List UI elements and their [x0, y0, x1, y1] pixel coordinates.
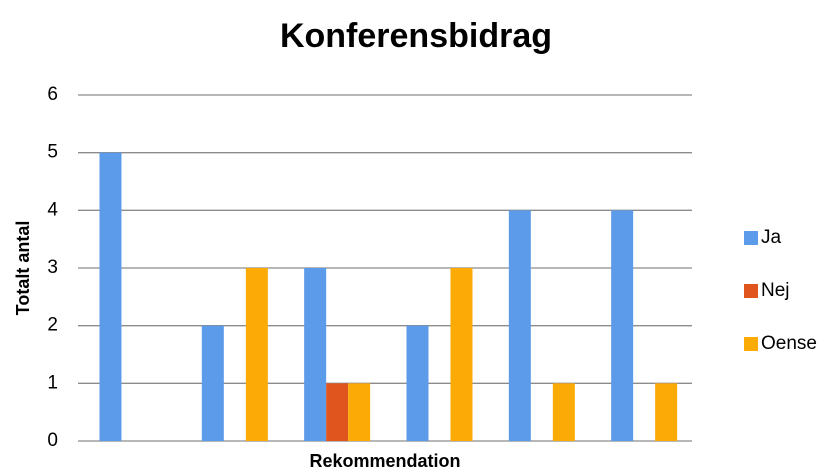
bar: [326, 383, 349, 441]
y-tick-label: 3: [47, 257, 58, 278]
y-tick-label: 2: [47, 315, 58, 336]
y-tick-label: 4: [47, 199, 58, 220]
legend-swatch: [744, 337, 758, 351]
y-axis-label: Totalt antal: [13, 221, 33, 316]
bar: [304, 268, 327, 441]
bar: [450, 268, 473, 441]
x-axis-label: Rekommendation: [309, 451, 460, 471]
bar: [611, 210, 634, 441]
bar: [406, 325, 429, 441]
y-tick-label: 0: [47, 430, 58, 451]
legend-swatch: [744, 284, 758, 298]
bar: [99, 152, 122, 441]
bar: [552, 383, 575, 441]
bar: [201, 325, 224, 441]
y-tick-label: 1: [47, 372, 58, 393]
bar: [508, 210, 531, 441]
legend-swatch: [744, 231, 758, 245]
legend-label: Oense: [761, 333, 817, 354]
legend-label: Nej: [761, 280, 790, 301]
bar: [245, 268, 268, 441]
y-tick-label: 6: [47, 84, 58, 105]
y-tick-label: 5: [47, 142, 58, 163]
bar: [655, 383, 678, 441]
chart-title: Konferensbidrag: [280, 17, 552, 55]
bar: [348, 383, 371, 441]
legend-label: Ja: [761, 227, 782, 248]
